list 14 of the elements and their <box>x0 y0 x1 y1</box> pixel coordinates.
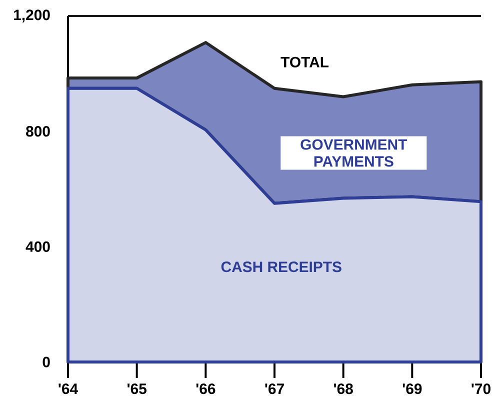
x-tick-label: '68 <box>334 384 353 394</box>
x-tick-label: '65 <box>128 384 146 394</box>
x-tick-label: '64 <box>58 384 78 394</box>
annotation: TOTAL <box>280 56 329 68</box>
y-tick-label: 0 <box>42 356 50 368</box>
y-tick-label: 800 <box>26 126 50 137</box>
series-label: GOVERNMENT PAYMENTS <box>300 139 408 167</box>
x-tick-label: '67 <box>265 384 284 394</box>
series-label: CASH RECEIPTS <box>221 262 342 272</box>
x-tick-label: '69 <box>402 384 422 394</box>
x-tick-label: '70 <box>472 384 490 394</box>
y-tick-label: 400 <box>26 241 50 252</box>
x-tick-label: '66 <box>196 384 216 394</box>
y-tick-label: 1,200 <box>14 10 50 22</box>
